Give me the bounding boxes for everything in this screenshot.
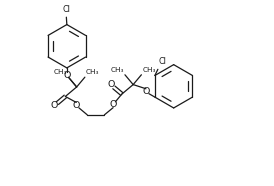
Text: CH₃: CH₃ (86, 69, 99, 75)
Text: Cl: Cl (158, 57, 166, 66)
Text: CH₃: CH₃ (110, 67, 124, 73)
Text: O: O (142, 87, 150, 97)
Text: O: O (50, 101, 58, 110)
Text: Cl: Cl (62, 5, 70, 14)
Text: O: O (73, 101, 80, 110)
Text: CH₃: CH₃ (142, 67, 156, 73)
Text: O: O (63, 71, 70, 80)
Text: O: O (108, 80, 115, 89)
Text: CH₃: CH₃ (54, 69, 67, 75)
Text: O: O (109, 100, 117, 109)
